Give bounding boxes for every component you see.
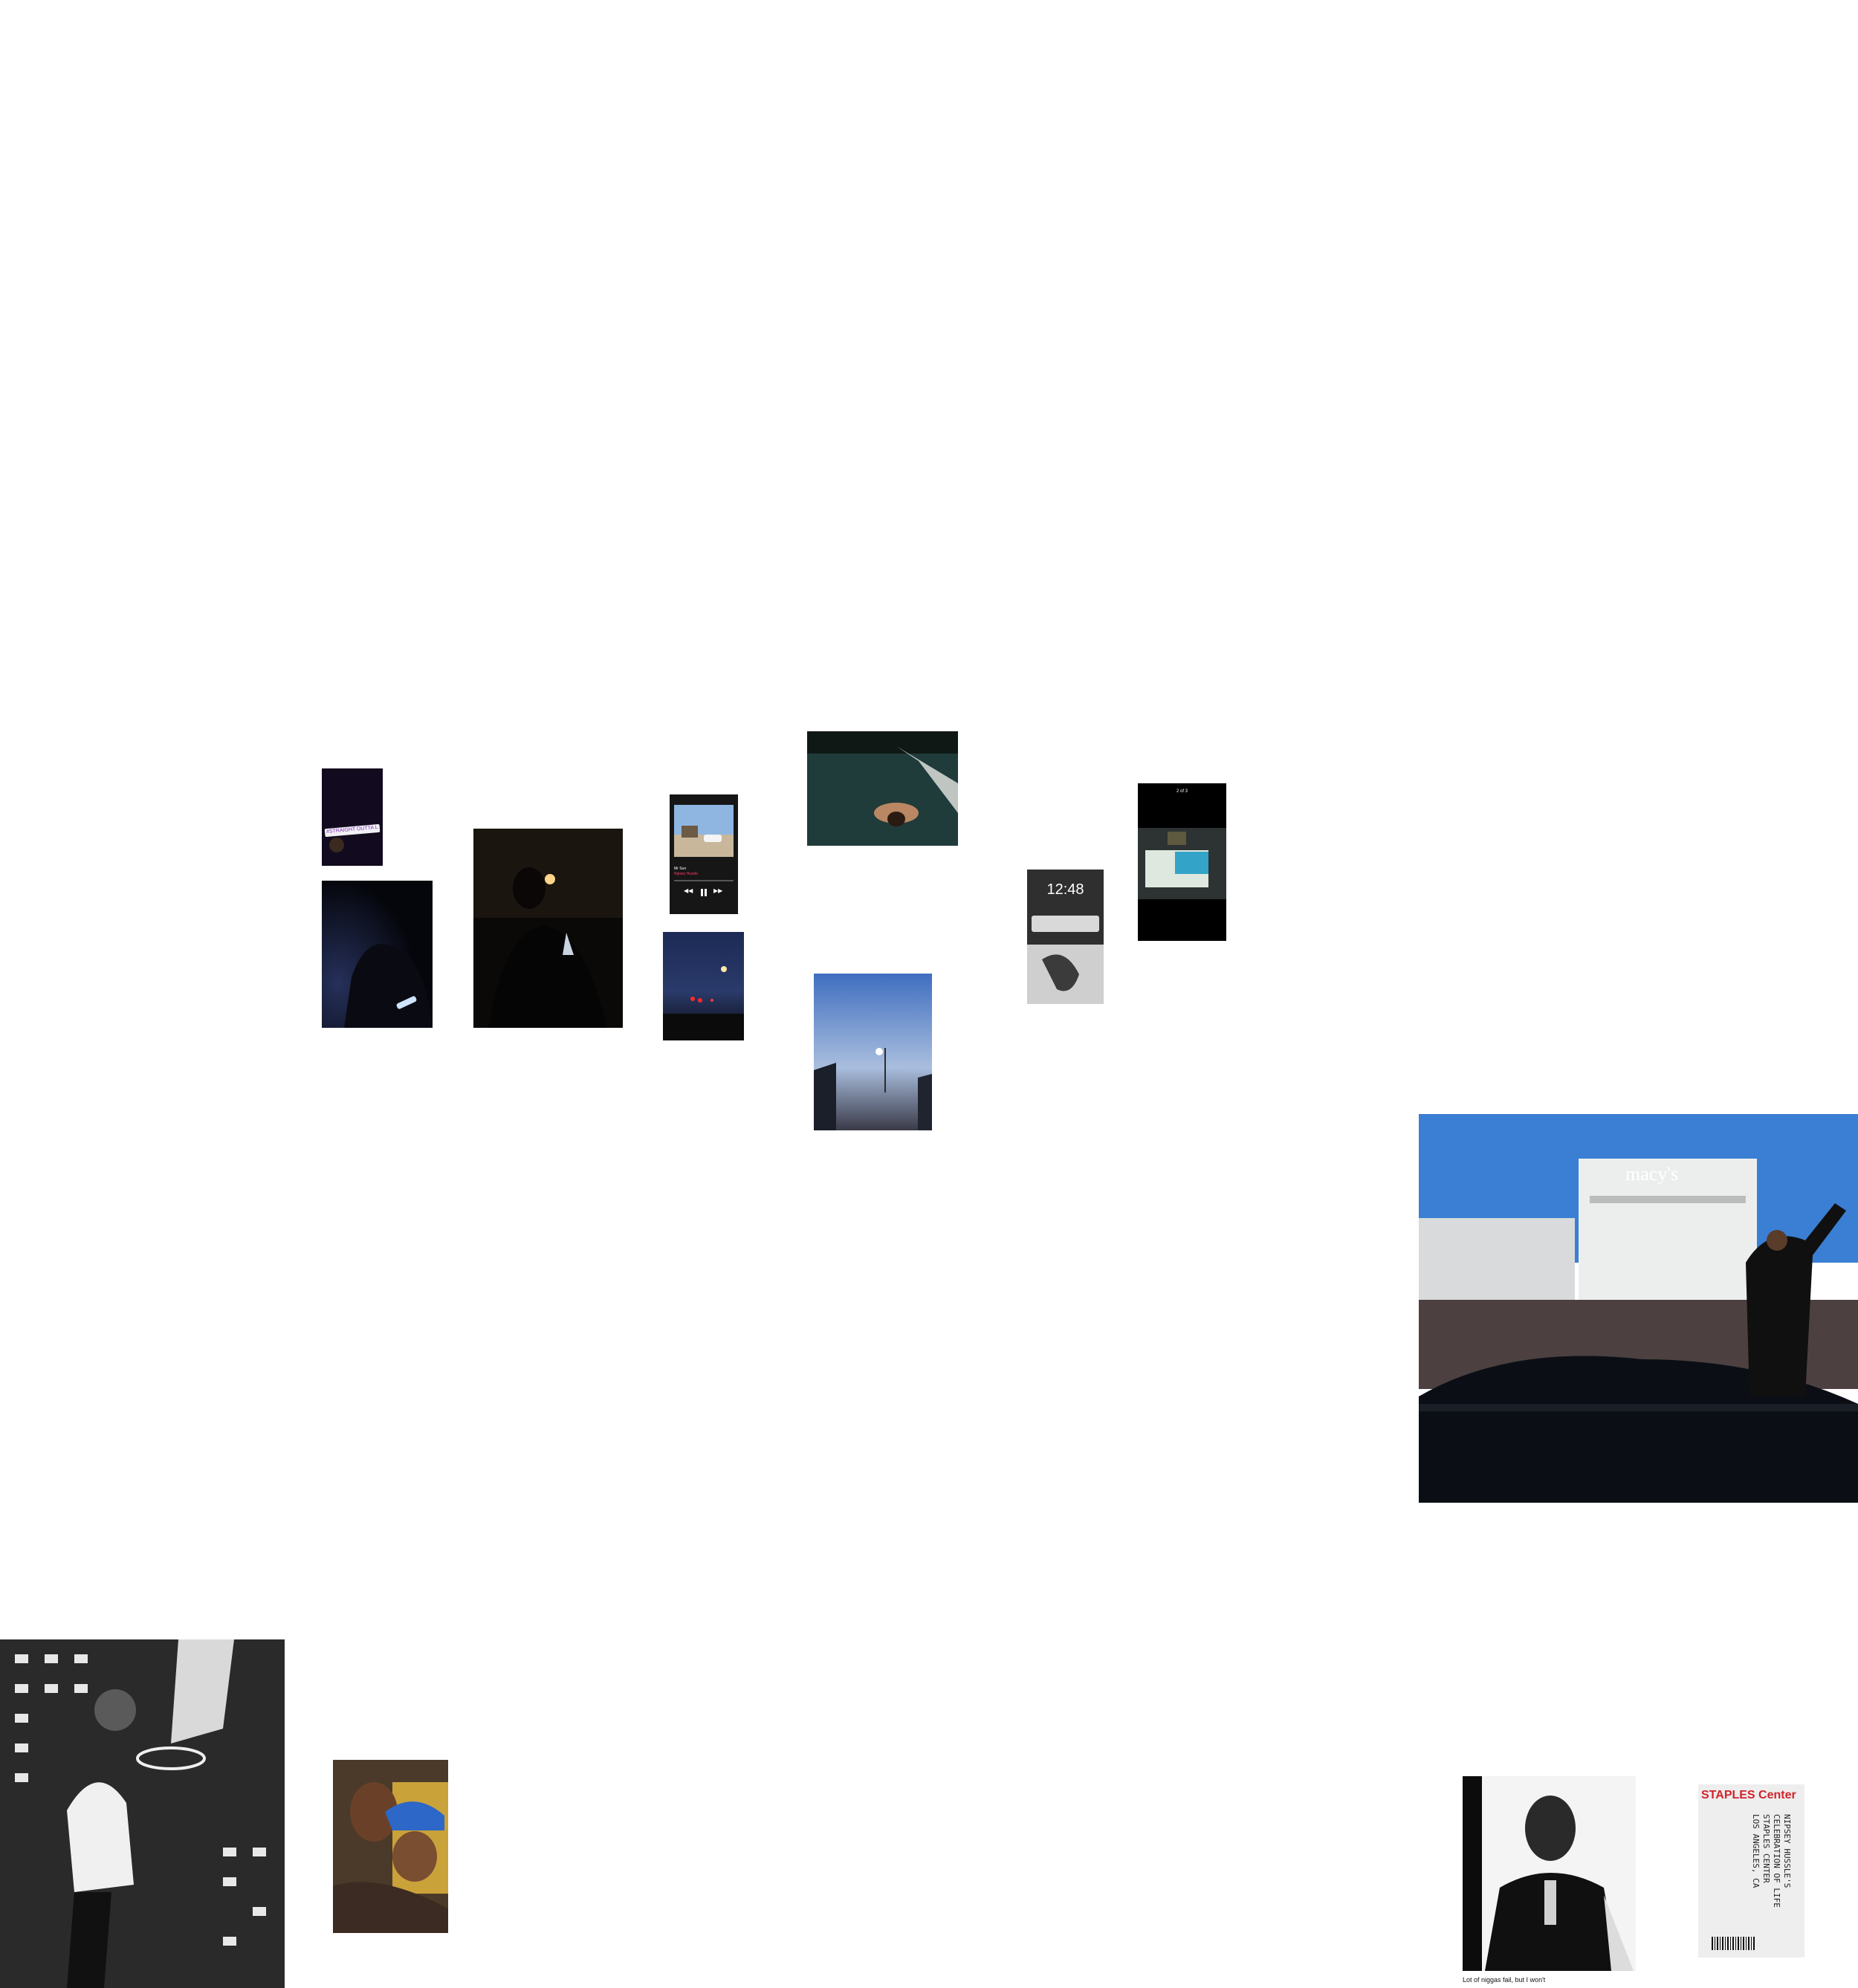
- sky-street-photo: [814, 974, 932, 1130]
- album-photo: [1138, 828, 1226, 899]
- basketball-image: [0, 1639, 285, 1988]
- parade-photo: macy's: [1419, 1114, 1858, 1503]
- album-art: [674, 805, 734, 857]
- previous-icon: ◀◀: [684, 887, 693, 894]
- parade-image: [1419, 1114, 1858, 1503]
- pool-image: [807, 731, 958, 846]
- night-street-image: [663, 932, 744, 1040]
- portrait-image: [1463, 1776, 1636, 1971]
- store-sign: macy's: [1625, 1163, 1679, 1185]
- album-counter: 2 of 3: [1176, 789, 1188, 794]
- ticket-line-2: CELEBRATION OF LIFE: [1772, 1814, 1781, 1908]
- ticket-line-4: LOS ANGELES, CA: [1751, 1814, 1761, 1888]
- portrait-photo: [1463, 1776, 1636, 1971]
- selfie-with-child-photo: [333, 1760, 448, 1933]
- story-background: [322, 768, 383, 866]
- ticket-header: STAPLES Center: [1701, 1789, 1796, 1801]
- lockscreen-wallpaper: [1027, 945, 1104, 1004]
- dark-room-image: [473, 829, 623, 1028]
- ticket-photo: STAPLES Center NIPSEY HUSSLE'S CELEBRATI…: [1698, 1784, 1804, 1958]
- dark-selfie-image: [322, 881, 433, 1028]
- lockscreen-time: 12:48: [1046, 881, 1084, 898]
- track-artist: Nipsey Hussle: [674, 872, 698, 876]
- dark-selfie-photo: [322, 881, 433, 1028]
- notification-card: [1032, 916, 1099, 932]
- phone-album-screenshot: 2 of 3: [1138, 783, 1226, 941]
- lockscreen-screenshot: 12:48: [1027, 870, 1104, 1004]
- music-player-screenshot: Mr Sun Nipsey Hussle ◀◀ ▶▶: [670, 794, 738, 914]
- track-title: Mr Sun: [674, 867, 687, 871]
- pool-photo: [807, 731, 958, 846]
- basketball-photo: [0, 1639, 285, 1988]
- progress-bar: [674, 880, 734, 881]
- ticket-line-1: NIPSEY HUSSLE'S: [1782, 1814, 1792, 1888]
- ticket-line-3: STAPLES CENTER: [1761, 1814, 1771, 1883]
- selfie-image: [333, 1760, 448, 1933]
- night-street-photo: [663, 932, 744, 1040]
- next-icon: ▶▶: [713, 887, 723, 894]
- portrait-caption: Lot of niggas fail, but I won't: [1463, 1976, 1546, 1984]
- dark-room-photo: [473, 829, 623, 1028]
- story-photo-sticker: #STRAIGHT OUTTA LA STORIES: [322, 768, 383, 866]
- pause-icon: [700, 887, 708, 896]
- sky-street-image: [814, 974, 932, 1130]
- ticket-barcode: [1712, 1937, 1756, 1950]
- ticket-body: NIPSEY HUSSLE'S CELEBRATION OF LIFE STAP…: [1750, 1814, 1792, 1908]
